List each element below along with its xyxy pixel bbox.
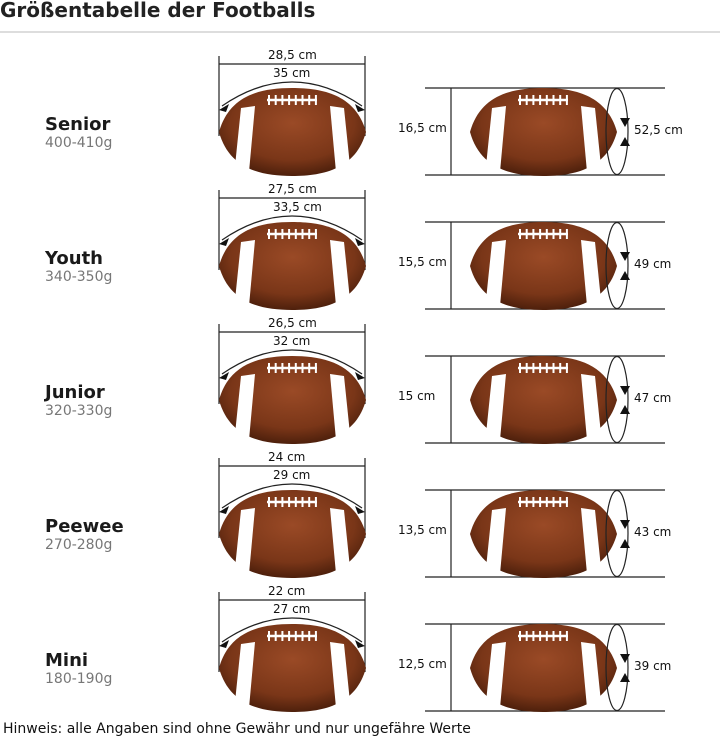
height-label: 15,5 cm xyxy=(398,255,447,269)
arc-label: 35 cm xyxy=(273,66,311,80)
size-weight: 400-410g xyxy=(45,135,113,151)
length-label: 24 cm xyxy=(268,450,306,464)
size-name: Peewee xyxy=(45,516,124,537)
height-label: 13,5 cm xyxy=(398,523,447,537)
arrow-up-icon xyxy=(620,271,630,280)
arrow-icon xyxy=(219,372,229,380)
size-row-mini: 22 cm 27 cm 12,5 cm 39 cm Mini 180-190g xyxy=(0,584,720,718)
arrow-down-icon xyxy=(620,252,630,261)
circumference-loop xyxy=(605,221,629,310)
arrow-up-icon xyxy=(620,405,630,414)
arc-measure xyxy=(221,483,363,509)
arc-measure xyxy=(221,617,363,643)
height-label: 12,5 cm xyxy=(398,657,447,671)
football-image xyxy=(470,624,617,712)
arrow-down-icon xyxy=(620,118,630,127)
size-row-peewee: 24 cm 29 cm 13,5 cm 43 cm Peewee 270-280… xyxy=(0,450,720,584)
size-name: Senior xyxy=(45,114,111,135)
size-name: Junior xyxy=(45,382,105,403)
football-image xyxy=(219,490,366,578)
length-label: 26,5 cm xyxy=(268,316,317,330)
arc-measure xyxy=(221,349,363,375)
size-row-youth: 27,5 cm 33,5 cm 15,5 cm 49 cm Youth 340-… xyxy=(0,182,720,316)
circumference-loop xyxy=(605,87,629,176)
circumference-label: 39 cm xyxy=(634,659,672,673)
arrow-icon xyxy=(219,640,229,648)
arc-label: 32 cm xyxy=(273,334,311,348)
disclaimer-note: Hinweis: alle Angaben sind ohne Gewähr u… xyxy=(3,721,471,737)
size-weight: 340-350g xyxy=(45,269,113,285)
arc-label: 27 cm xyxy=(273,602,311,616)
circumference-label: 43 cm xyxy=(634,525,672,539)
arrow-down-icon xyxy=(620,654,630,663)
measurement-diagram xyxy=(218,56,665,176)
arrow-down-icon xyxy=(620,386,630,395)
arrow-icon xyxy=(355,640,365,648)
size-name: Youth xyxy=(45,248,103,269)
arrow-up-icon xyxy=(620,673,630,682)
arrow-icon xyxy=(355,506,365,514)
arc-measure xyxy=(221,81,363,107)
football-image xyxy=(470,222,617,310)
football-image xyxy=(219,624,366,712)
circumference-loop xyxy=(605,623,629,712)
football-image xyxy=(470,88,617,176)
circumference-loop xyxy=(605,489,629,578)
arc-label: 33,5 cm xyxy=(273,200,322,214)
arrow-icon xyxy=(355,104,365,112)
measurement-diagram xyxy=(218,190,665,310)
size-weight: 180-190g xyxy=(45,671,113,687)
length-label: 22 cm xyxy=(268,584,306,598)
arrow-up-icon xyxy=(620,539,630,548)
measurement-diagram xyxy=(218,458,665,578)
size-row-senior: 28,5 cm 35 cm 16,5 cm 52,5 cm Senior 400… xyxy=(0,48,720,182)
size-weight: 320-330g xyxy=(45,403,113,419)
football-image xyxy=(219,222,366,310)
arrow-icon xyxy=(219,506,229,514)
circumference-label: 52,5 cm xyxy=(634,123,683,137)
arrow-icon xyxy=(219,104,229,112)
measurement-diagram xyxy=(218,324,665,444)
length-label: 27,5 cm xyxy=(268,182,317,196)
size-row-junior: 26,5 cm 32 cm 15 cm 47 cm Junior 320-330… xyxy=(0,316,720,450)
football-image xyxy=(470,356,617,444)
arrow-icon xyxy=(219,238,229,246)
football-image xyxy=(219,356,366,444)
measurement-diagram xyxy=(218,592,665,712)
circumference-loop xyxy=(605,355,629,444)
page-title: Größentabelle der Footballs xyxy=(0,0,316,22)
circumference-label: 49 cm xyxy=(634,257,672,271)
arc-label: 29 cm xyxy=(273,468,311,482)
arrow-up-icon xyxy=(620,137,630,146)
circumference-label: 47 cm xyxy=(634,391,672,405)
title-divider xyxy=(0,31,720,33)
football-image xyxy=(470,490,617,578)
arrow-icon xyxy=(355,372,365,380)
height-label: 15 cm xyxy=(398,389,436,403)
arc-measure xyxy=(221,215,363,241)
arrow-icon xyxy=(355,238,365,246)
length-label: 28,5 cm xyxy=(268,48,317,62)
size-weight: 270-280g xyxy=(45,537,113,553)
height-label: 16,5 cm xyxy=(398,121,447,135)
size-name: Mini xyxy=(45,650,89,671)
arrow-down-icon xyxy=(620,520,630,529)
football-image xyxy=(219,88,366,176)
